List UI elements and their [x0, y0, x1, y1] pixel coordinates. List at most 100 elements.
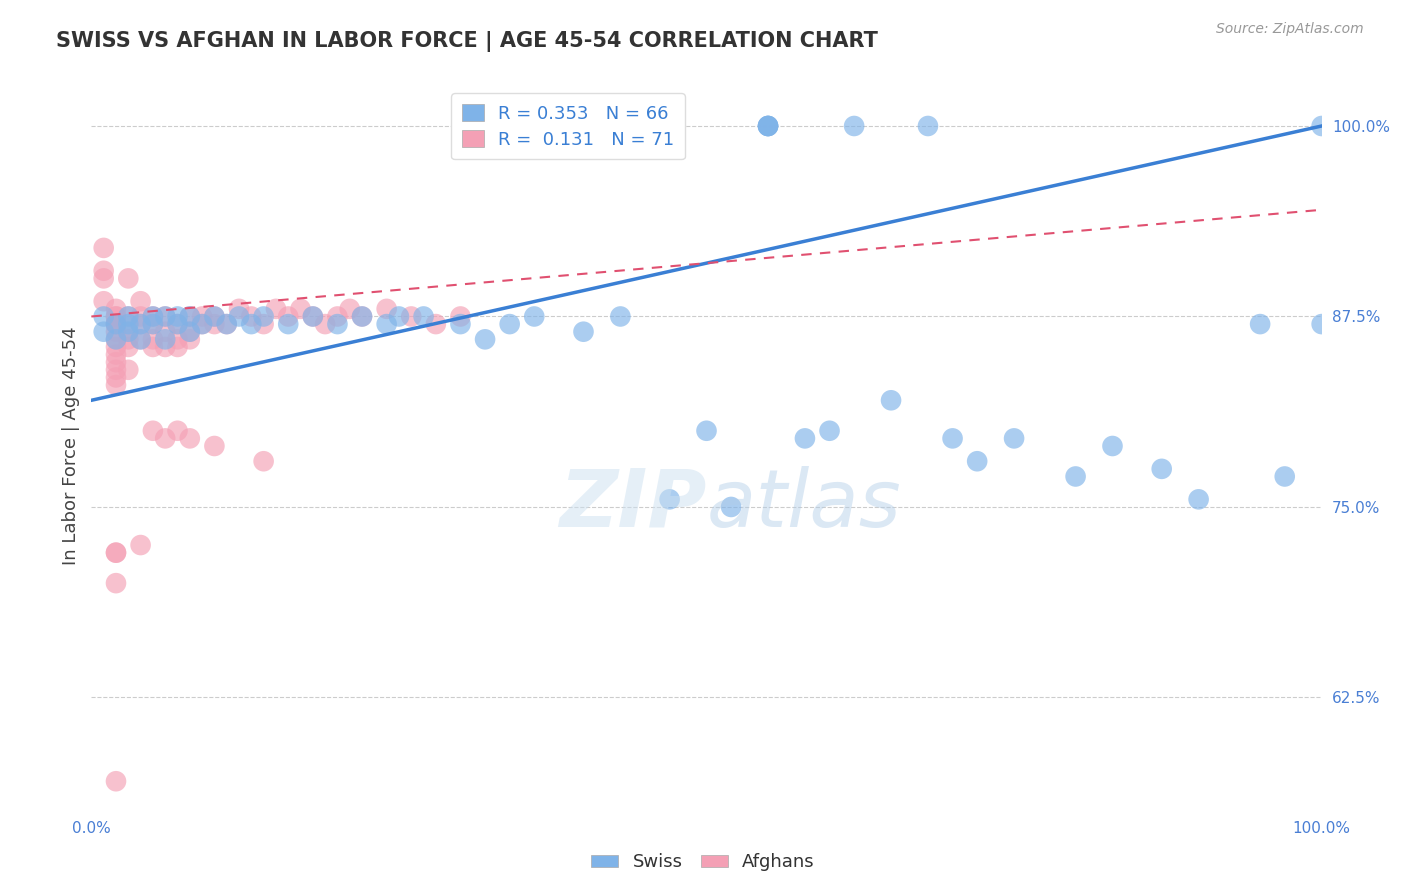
- Point: [179, 310, 201, 324]
- Point: [105, 546, 127, 560]
- Point: [621, 119, 644, 133]
- Point: [1101, 439, 1123, 453]
- Point: [621, 119, 644, 133]
- Point: [240, 310, 263, 324]
- Point: [818, 424, 841, 438]
- Point: [253, 317, 276, 331]
- Point: [880, 393, 903, 408]
- Point: [191, 317, 214, 331]
- Point: [253, 454, 276, 468]
- Point: [412, 310, 434, 324]
- Point: [153, 431, 177, 445]
- Text: Source: ZipAtlas.com: Source: ZipAtlas.com: [1216, 22, 1364, 37]
- Legend: R = 0.353   N = 66, R =  0.131   N = 71: R = 0.353 N = 66, R = 0.131 N = 71: [451, 93, 685, 160]
- Point: [202, 317, 225, 331]
- Point: [326, 310, 349, 324]
- Point: [93, 271, 115, 285]
- Point: [179, 310, 201, 324]
- Point: [117, 271, 139, 285]
- Point: [105, 774, 127, 789]
- Point: [756, 119, 779, 133]
- Point: [609, 310, 631, 324]
- Point: [166, 332, 188, 346]
- Point: [129, 317, 152, 331]
- Point: [1249, 317, 1271, 331]
- Text: atlas: atlas: [706, 466, 901, 543]
- Point: [941, 431, 963, 445]
- Point: [129, 332, 152, 346]
- Point: [129, 317, 152, 331]
- Point: [117, 340, 139, 354]
- Point: [1310, 119, 1333, 133]
- Point: [399, 310, 422, 324]
- Point: [352, 310, 374, 324]
- Point: [166, 340, 188, 354]
- Point: [1150, 462, 1173, 476]
- Point: [1064, 469, 1087, 483]
- Point: [105, 363, 127, 377]
- Point: [449, 310, 471, 324]
- Point: [129, 294, 152, 309]
- Point: [474, 332, 496, 346]
- Point: [142, 310, 165, 324]
- Point: [191, 310, 214, 324]
- Point: [202, 439, 225, 453]
- Point: [301, 310, 323, 324]
- Y-axis label: In Labor Force | Age 45-54: In Labor Force | Age 45-54: [62, 326, 80, 566]
- Point: [129, 310, 152, 324]
- Point: [339, 301, 361, 316]
- Point: [105, 317, 127, 331]
- Point: [756, 119, 779, 133]
- Point: [756, 119, 779, 133]
- Point: [117, 363, 139, 377]
- Point: [142, 317, 165, 331]
- Point: [93, 294, 115, 309]
- Point: [658, 492, 681, 507]
- Point: [842, 119, 865, 133]
- Point: [105, 348, 127, 362]
- Point: [93, 241, 115, 255]
- Point: [105, 332, 127, 346]
- Point: [179, 332, 201, 346]
- Text: ZIP: ZIP: [560, 466, 706, 543]
- Point: [756, 119, 779, 133]
- Point: [105, 355, 127, 369]
- Point: [153, 325, 177, 339]
- Point: [129, 538, 152, 552]
- Point: [117, 325, 139, 339]
- Point: [253, 310, 276, 324]
- Point: [1187, 492, 1209, 507]
- Point: [326, 317, 349, 331]
- Point: [179, 325, 201, 339]
- Point: [572, 325, 595, 339]
- Point: [695, 424, 717, 438]
- Point: [153, 310, 177, 324]
- Point: [498, 317, 520, 331]
- Point: [179, 325, 201, 339]
- Point: [105, 370, 127, 384]
- Point: [105, 546, 127, 560]
- Point: [290, 301, 312, 316]
- Point: [105, 325, 127, 339]
- Point: [1002, 431, 1025, 445]
- Point: [142, 340, 165, 354]
- Point: [93, 264, 115, 278]
- Point: [166, 424, 188, 438]
- Point: [523, 310, 546, 324]
- Point: [510, 119, 533, 133]
- Point: [621, 119, 644, 133]
- Point: [917, 119, 939, 133]
- Point: [105, 576, 127, 591]
- Point: [202, 310, 225, 324]
- Point: [388, 310, 411, 324]
- Point: [228, 301, 250, 316]
- Point: [117, 332, 139, 346]
- Point: [215, 317, 238, 331]
- Point: [375, 317, 398, 331]
- Point: [153, 340, 177, 354]
- Point: [720, 500, 742, 514]
- Point: [240, 317, 263, 331]
- Point: [560, 119, 582, 133]
- Point: [449, 317, 471, 331]
- Point: [105, 317, 127, 331]
